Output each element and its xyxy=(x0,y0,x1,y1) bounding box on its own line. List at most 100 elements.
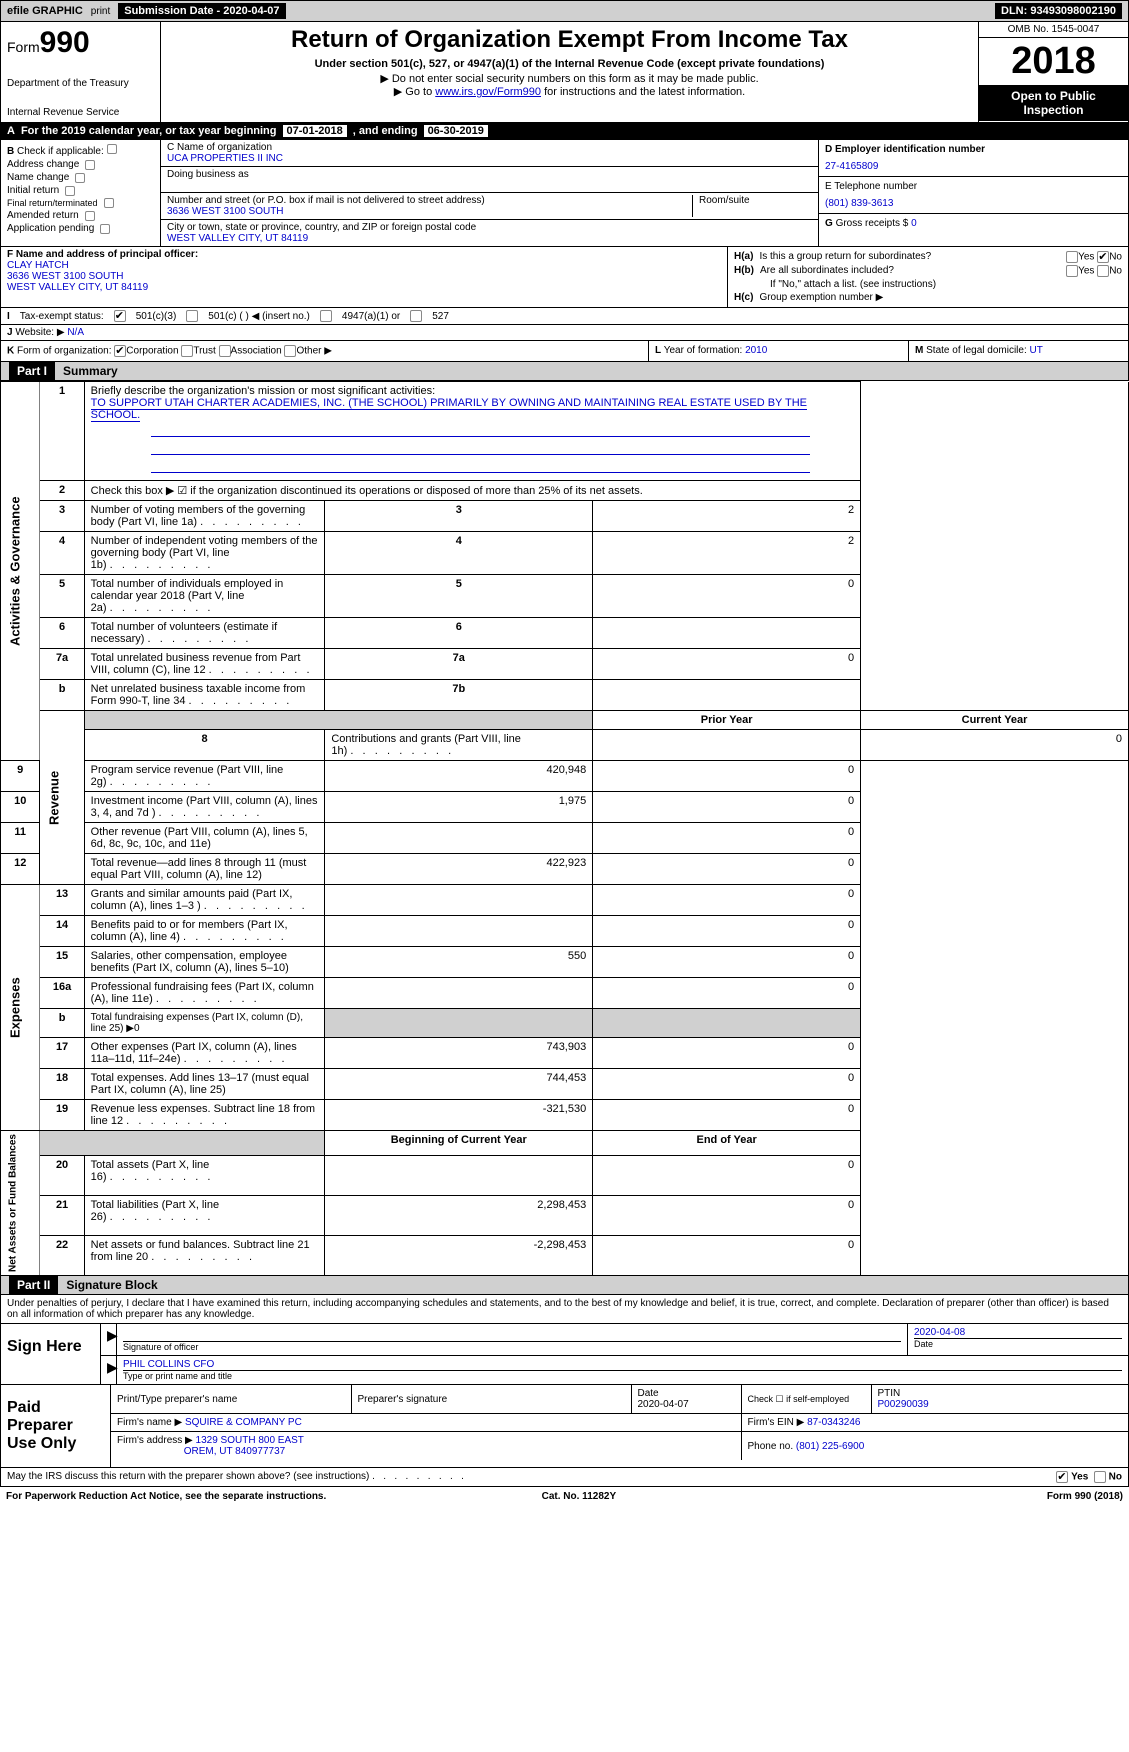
checkbox-icon[interactable] xyxy=(186,310,198,322)
irs-link[interactable]: www.irs.gov/Form990 xyxy=(435,86,541,98)
city-label: City or town, state or province, country… xyxy=(167,222,812,233)
section-h: H(a) Is this a group return for subordin… xyxy=(728,247,1128,307)
footer-center: Cat. No. 11282Y xyxy=(542,1491,616,1502)
omb-number: OMB No. 1545-0047 xyxy=(979,22,1128,38)
current-value: 0 xyxy=(593,1038,861,1069)
form-subtitle: Under section 501(c), 527, or 4947(a)(1)… xyxy=(169,58,970,70)
side-revenue: Revenue xyxy=(40,711,84,885)
line-2-num: 2 xyxy=(40,481,84,501)
chk-amended: Amended return xyxy=(7,210,79,221)
goto-pre: ▶ Go to xyxy=(394,86,435,98)
phone-label: E Telephone number xyxy=(825,181,1122,192)
table-row: 15Salaries, other compensation, employee… xyxy=(1,947,1129,978)
note-ssn: ▶ Do not enter social security numbers o… xyxy=(169,72,970,85)
checkbox-icon[interactable] xyxy=(85,160,95,170)
note-link: ▶ Go to www.irs.gov/Form990 for instruct… xyxy=(169,85,970,98)
city-value: WEST VALLEY CITY, UT 84119 xyxy=(167,233,812,244)
tax-year: 2018 xyxy=(979,38,1128,85)
section-b: B Check if applicable: Address change Na… xyxy=(1,140,161,246)
line-num: 10 xyxy=(1,792,40,823)
addr-label: Number and street (or P.O. box if mail i… xyxy=(167,195,692,206)
date-label: Date xyxy=(914,1338,1122,1349)
form-number: Form990 xyxy=(7,26,154,60)
dln: DLN: 93493098002190 xyxy=(995,3,1122,19)
checkbox-icon[interactable] xyxy=(114,345,126,357)
line-num: b xyxy=(40,680,84,711)
line-text: Total revenue—add lines 8 through 11 (mu… xyxy=(91,857,307,881)
gross-label: Gross receipts $ xyxy=(836,218,912,229)
k-label: K xyxy=(7,346,14,357)
officer-addr: 3636 WEST 3100 SOUTH xyxy=(7,271,721,282)
tax-year-end: 06-30-2019 xyxy=(424,125,488,137)
current-value: 0 xyxy=(593,1069,861,1100)
checkbox-icon[interactable] xyxy=(75,173,85,183)
line-num: 7a xyxy=(40,649,84,680)
hb-note: If "No," attach a list. (see instruction… xyxy=(770,279,936,290)
checkbox-icon[interactable] xyxy=(219,345,231,357)
firm-phone: (801) 225-6900 xyxy=(796,1441,864,1452)
c-name-label: C Name of organization xyxy=(167,142,812,153)
checkbox-icon[interactable] xyxy=(1056,1471,1068,1483)
checkbox-icon[interactable] xyxy=(181,345,193,357)
signature-section: Under penalties of perjury, I declare th… xyxy=(0,1295,1129,1385)
line-value: 0 xyxy=(593,649,861,680)
line-text: Program service revenue (Part VIII, line… xyxy=(91,764,284,788)
room-label: Room/suite xyxy=(699,195,812,206)
line-text: Total number of volunteers (estimate if … xyxy=(91,621,277,645)
checkbox-icon[interactable] xyxy=(65,186,75,196)
line-text: Total fundraising expenses (Part IX, col… xyxy=(91,1012,303,1034)
footer: For Paperwork Reduction Act Notice, see … xyxy=(0,1487,1129,1506)
officer-name: CLAY HATCH xyxy=(7,260,721,271)
paid-label: Paid Preparer Use Only xyxy=(1,1385,111,1467)
prior-value xyxy=(325,885,593,916)
irs: Internal Revenue Service xyxy=(7,107,154,118)
checkbox-icon[interactable] xyxy=(1097,265,1109,277)
prior-value: 422,923 xyxy=(325,854,593,885)
table-row: 6Total number of volunteers (estimate if… xyxy=(1,618,1129,649)
yes-label: Yes xyxy=(1078,266,1094,277)
checkbox-icon[interactable] xyxy=(85,211,95,221)
checkbox-icon[interactable] xyxy=(114,310,126,322)
section-c: C Name of organization UCA PROPERTIES II… xyxy=(161,140,818,246)
i-text: Tax-exempt status: xyxy=(20,311,104,322)
checkbox-icon[interactable] xyxy=(1094,1471,1106,1483)
checkbox-icon[interactable] xyxy=(1066,251,1078,263)
sig-label: Signature of officer xyxy=(123,1341,901,1352)
line-value: 2 xyxy=(593,532,861,575)
section-deg: D Employer identification number 27-4165… xyxy=(818,140,1128,246)
j-label: J xyxy=(7,327,13,338)
checkbox-icon[interactable] xyxy=(410,310,422,322)
year-formation: 2010 xyxy=(745,345,767,356)
k-assoc: Association xyxy=(231,346,282,357)
i-4947: 4947(a)(1) or xyxy=(342,311,400,322)
checkbox-icon[interactable] xyxy=(1066,265,1078,277)
line-text: Number of voting members of the governin… xyxy=(91,504,306,528)
firm-addr-label: Firm's address ▶ xyxy=(117,1435,193,1446)
line-text: Number of independent voting members of … xyxy=(91,535,318,571)
checkbox-icon[interactable] xyxy=(320,310,332,322)
side-governance: Activities & Governance xyxy=(1,382,40,761)
penalties-text: Under penalties of perjury, I declare th… xyxy=(1,1295,1128,1324)
prior-value: -321,530 xyxy=(325,1100,593,1131)
checkbox-icon[interactable] xyxy=(1097,251,1109,263)
line-value xyxy=(593,680,861,711)
line-text: Total number of individuals employed in … xyxy=(91,578,284,614)
current-value: 0 xyxy=(593,854,861,885)
current-value: 0 xyxy=(593,885,861,916)
line-num: 15 xyxy=(40,947,84,978)
table-row: 20Total assets (Part X, line 16)0 xyxy=(1,1155,1129,1195)
checkbox-icon[interactable] xyxy=(104,198,114,208)
check-icon[interactable] xyxy=(107,144,117,154)
efile-print[interactable]: print xyxy=(91,6,110,17)
a-label: A xyxy=(7,125,15,137)
yes-label: Yes xyxy=(1078,252,1094,263)
name-label: Type or print name and title xyxy=(123,1371,1122,1381)
table-row: bTotal fundraising expenses (Part IX, co… xyxy=(1,1009,1129,1038)
checkbox-icon[interactable] xyxy=(100,224,110,234)
line-num: 9 xyxy=(1,761,40,792)
checkbox-icon[interactable] xyxy=(284,345,296,357)
mission-value: TO SUPPORT UTAH CHARTER ACADEMIES, INC. … xyxy=(91,397,807,422)
prior-value: 2,298,453 xyxy=(325,1195,593,1235)
officer-city: WEST VALLEY CITY, UT 84119 xyxy=(7,282,721,293)
box-num: 4 xyxy=(325,532,593,575)
